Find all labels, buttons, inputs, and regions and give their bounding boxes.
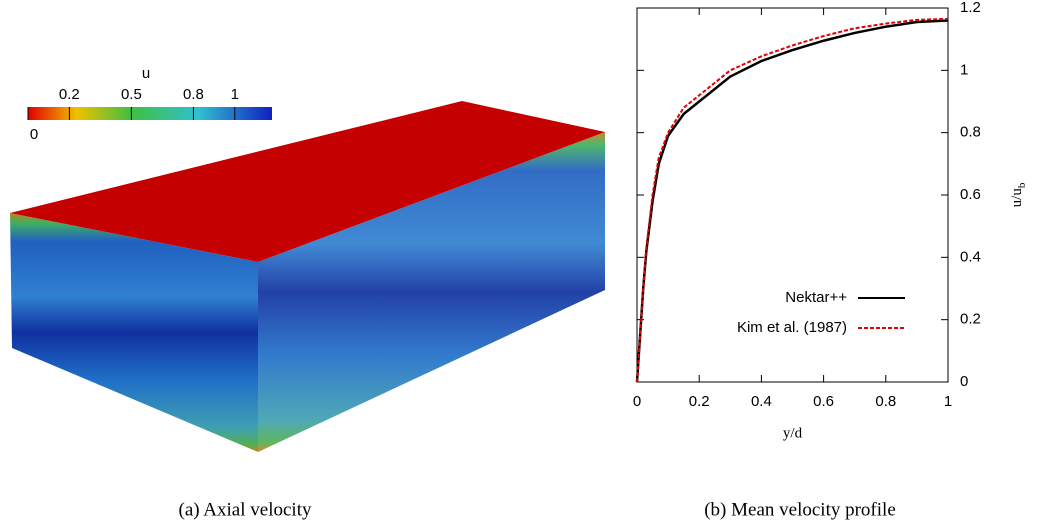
y-tick-label: 0.4 (960, 248, 981, 265)
x-tick-label: 0.8 (875, 393, 896, 410)
y-axis-label-sub: b (1016, 182, 1028, 188)
colorbar (28, 107, 272, 120)
colorbar-tick-label: 1 (231, 86, 239, 103)
y-tick-label: 0.6 (960, 186, 981, 203)
box-left-face (10, 213, 258, 452)
y-tick-label: 1 (960, 61, 968, 78)
chart: 0 0.2 0.4 0.6 0.8 100.20.40.60.811.2y/du/ubNe… (633, 0, 1028, 441)
caption: (b) Mean velocity profile (704, 499, 896, 520)
x-axis-label: y/d (783, 425, 803, 441)
colorbar-tick-label: 0.5 (121, 86, 142, 103)
y-tick-label: 0.8 (960, 124, 981, 141)
y-axis-label-main: u/u (1009, 188, 1025, 208)
colorbar-title: u (142, 65, 150, 82)
y-tick-label: 0 (960, 373, 968, 390)
line-series (636, 17, 949, 383)
render (10, 101, 605, 452)
colorbar-tick-label: 0.8 (183, 86, 204, 103)
line-series (635, 19, 949, 383)
colorbar-tick-label: 0 (30, 126, 38, 143)
y-axis-label: u/ub (1009, 182, 1027, 207)
x-tick-label: 0.2 (689, 393, 710, 410)
x-tick-label: 0.4 (751, 393, 772, 410)
box-top-face (10, 101, 605, 262)
colorbar-ticks: 0 0.2 0.5 0.8 1 (27, 86, 239, 143)
y-tick-label: 1.2 (960, 0, 981, 16)
y-tick-label: 0.2 (960, 311, 981, 328)
x-tick-label: 0 (633, 393, 641, 410)
x-tick-label: 0.6 (813, 393, 834, 410)
colorbar-tick-label: 0.2 (59, 86, 80, 103)
legend-label: Nektar++ (785, 289, 847, 306)
box-right-face (258, 132, 605, 452)
x-tick-label: 1 (944, 393, 952, 410)
legend-label: Kim et al. (1987) (737, 319, 847, 336)
caption: (a) Axial velocity (179, 499, 312, 520)
